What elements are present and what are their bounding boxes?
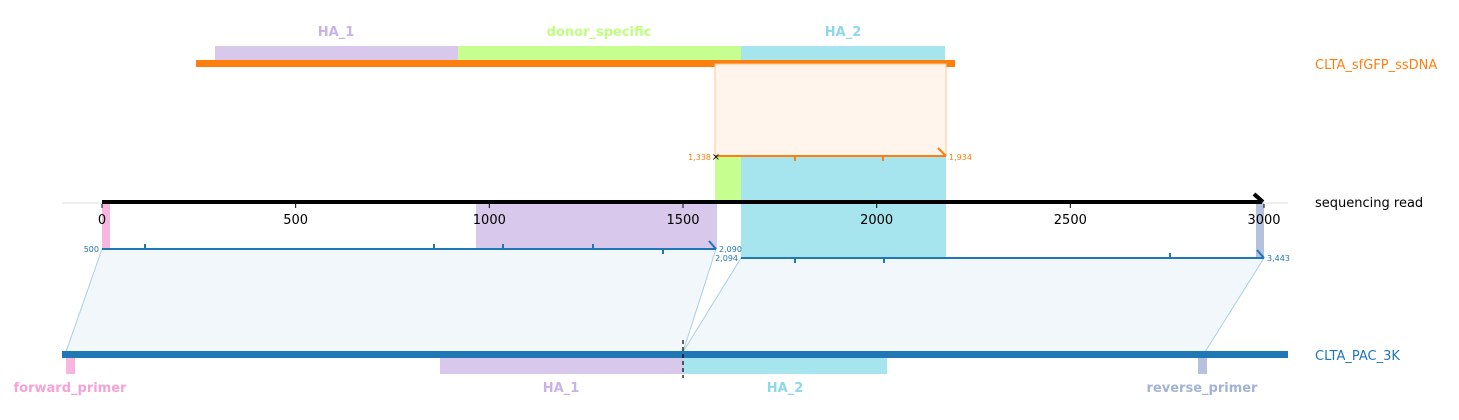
bottom-reference: forward_primer HA_1 HA_2 reverse_primer …	[14, 340, 1400, 396]
read-axis-tick-label: 3000	[1247, 213, 1280, 228]
bottom-feature-ha2-label: HA_2	[767, 381, 804, 396]
bottom-reference-name: CLTA_PAC_3K	[1315, 349, 1400, 364]
read-name: sequencing read	[1315, 196, 1423, 211]
bottom-right-alignment-band	[682, 257, 1265, 353]
top-feature-ha1-label: HA_1	[318, 25, 355, 40]
read-ha2-region	[741, 203, 946, 258]
top-feature-donor-specific-label: donor_specific	[547, 25, 652, 40]
bottom-right-end-label: 3,443	[1267, 254, 1290, 263]
read-ha1-region	[476, 203, 717, 249]
bottom-feature-forward-primer-label: forward_primer	[14, 381, 128, 396]
top-alignment-donor-fill	[715, 157, 741, 203]
top-feature-donor-specific	[458, 46, 741, 61]
top-alignment-cross-icon: ×	[712, 152, 720, 163]
read-axis-tick-label: 2000	[860, 213, 893, 228]
bottom-feature-forward-primer	[66, 357, 75, 374]
top-alignment-end-label: 1,934	[949, 153, 972, 162]
top-feature-ha2-label: HA_2	[825, 25, 862, 40]
read-axis-ticks: 0 500 1000 1500 2000 2500 3000	[98, 204, 1281, 228]
read-axis-tick-label: 0	[98, 213, 106, 228]
bottom-left-start-label: 500	[84, 245, 99, 254]
read-axis-tick-label: 500	[283, 213, 308, 228]
bottom-alignments: 500 2,090 2,094 3,443	[65, 240, 1290, 353]
read-axis-tick-label: 1500	[666, 213, 699, 228]
bottom-feature-ha1	[440, 357, 683, 374]
top-feature-ha2	[741, 46, 945, 61]
read-forward-primer-mark	[102, 203, 110, 249]
read-arrow-icon	[1252, 192, 1265, 204]
bottom-right-start-label: 2,094	[715, 254, 738, 263]
top-reference: HA_1 donor_specific HA_2 CLTA_sfGFP_ssDN…	[196, 25, 1437, 73]
bottom-left-end-label: 2,090	[719, 245, 742, 254]
top-reference-name: CLTA_sfGFP_ssDNA	[1315, 58, 1437, 73]
top-alignment-start-label: 1,338	[688, 153, 711, 162]
top-feature-ha1	[215, 46, 458, 61]
top-alignment: × 1,338 1,934	[688, 63, 972, 203]
bottom-left-alignment-band	[65, 248, 717, 353]
sequencing-read: 0 500 1000 1500 2000 2500 3000 sequencing read	[62, 192, 1423, 258]
bottom-feature-ha2	[683, 357, 887, 374]
top-alignment-band	[714, 63, 947, 157]
bottom-feature-reverse-primer	[1198, 357, 1207, 374]
bottom-left-alignment-arrow-icon	[708, 240, 717, 250]
read-axis-tick-label: 1000	[473, 213, 506, 228]
bottom-right-alignment-arrow-icon	[1256, 249, 1265, 259]
top-reference-bar	[196, 60, 955, 67]
top-alignment-arrow-icon	[937, 147, 947, 157]
bottom-reference-bar	[62, 351, 1288, 358]
bottom-feature-ha1-label: HA_1	[543, 381, 580, 396]
bottom-feature-reverse-primer-label: reverse_primer	[1147, 381, 1259, 396]
top-alignment-ha2-fill	[741, 157, 946, 203]
read-reverse-primer-mark	[1256, 203, 1264, 258]
read-axis-tick-label: 2500	[1054, 213, 1087, 228]
